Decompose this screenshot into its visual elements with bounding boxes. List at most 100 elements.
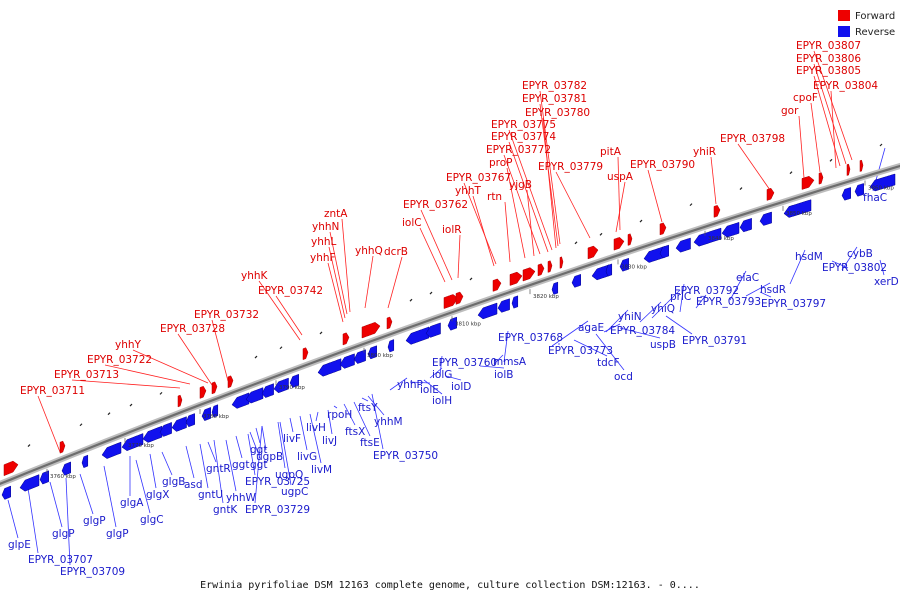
forward-gene-label[interactable]: EPYR_03772 bbox=[486, 144, 551, 156]
reverse-gene-arrow[interactable] bbox=[447, 316, 457, 331]
reverse-gene-label[interactable]: ftsY bbox=[358, 402, 378, 414]
forward-gene-label[interactable]: yhhK bbox=[241, 270, 269, 282]
reverse-gene-label[interactable]: fhaC bbox=[863, 192, 887, 204]
forward-gene-arrow[interactable] bbox=[801, 176, 815, 190]
forward-gene-label[interactable]: EPYR_03774 bbox=[491, 131, 556, 143]
forward-gene-arrow[interactable] bbox=[859, 159, 864, 173]
reverse-gene-label[interactable]: glgP bbox=[52, 528, 75, 540]
reverse-gene-arrow[interactable] bbox=[367, 345, 377, 360]
reverse-gene-label[interactable]: glpE bbox=[8, 539, 31, 551]
reverse-gene-arrow[interactable] bbox=[869, 173, 896, 192]
reverse-gene-label[interactable]: hsdR bbox=[760, 284, 786, 296]
forward-gene-label[interactable]: rtn bbox=[487, 191, 502, 203]
forward-gene-label[interactable]: EPYR_03806 bbox=[796, 53, 861, 65]
reverse-gene-label[interactable]: EPYR_03797 bbox=[761, 298, 826, 310]
reverse-gene-label[interactable]: EPYR_03707 bbox=[28, 554, 93, 566]
reverse-gene-arrow[interactable] bbox=[19, 474, 40, 492]
reverse-gene-label[interactable]: glgX bbox=[146, 489, 169, 501]
reverse-gene-label[interactable]: EPYR_03729 bbox=[245, 504, 310, 516]
forward-gene-label[interactable]: iolR bbox=[442, 224, 462, 236]
forward-gene-arrow[interactable] bbox=[492, 278, 502, 292]
reverse-gene-label[interactable]: livG bbox=[297, 451, 317, 463]
forward-gene-arrow[interactable] bbox=[522, 267, 536, 282]
reverse-gene-label[interactable]: elaC bbox=[736, 272, 759, 284]
reverse-gene-label[interactable]: tdcF bbox=[597, 357, 620, 369]
reverse-gene-arrow[interactable] bbox=[39, 470, 49, 485]
reverse-gene-arrow[interactable] bbox=[261, 383, 274, 398]
reverse-gene-arrow[interactable] bbox=[497, 298, 510, 313]
forward-gene-label[interactable]: yhhF bbox=[310, 252, 336, 264]
reverse-gene-arrow[interactable] bbox=[659, 244, 669, 259]
reverse-gene-label[interactable]: gntK bbox=[213, 504, 238, 516]
reverse-gene-label[interactable]: asd bbox=[184, 479, 203, 491]
forward-gene-label[interactable]: zntA bbox=[324, 208, 348, 220]
reverse-gene-arrow[interactable] bbox=[289, 373, 299, 388]
reverse-gene-label[interactable]: uspB bbox=[650, 339, 676, 351]
forward-gene-label[interactable]: EPYR_03805 bbox=[796, 65, 861, 77]
reverse-gene-label[interactable]: yhhP bbox=[397, 379, 423, 391]
reverse-gene-label[interactable]: iolD bbox=[451, 381, 471, 393]
forward-gene-label[interactable]: EPYR_03728 bbox=[160, 323, 225, 335]
reverse-gene-label[interactable]: livF bbox=[283, 433, 301, 445]
forward-gene-label[interactable]: pitA bbox=[600, 146, 622, 158]
reverse-gene-arrow[interactable] bbox=[159, 422, 172, 437]
reverse-gene-label[interactable]: EPYR_03709 bbox=[60, 566, 125, 578]
forward-gene-arrow[interactable] bbox=[342, 332, 350, 346]
forward-gene-label[interactable]: yhhT bbox=[455, 185, 482, 197]
forward-gene-arrow[interactable] bbox=[386, 316, 393, 330]
reverse-gene-label[interactable]: ugpC bbox=[281, 486, 308, 498]
reverse-gene-label[interactable]: agaE bbox=[578, 322, 604, 334]
reverse-gene-label[interactable]: glgC bbox=[140, 514, 164, 526]
forward-gene-arrow[interactable] bbox=[713, 204, 721, 218]
forward-gene-arrow[interactable] bbox=[3, 460, 19, 477]
reverse-gene-label[interactable]: EPYR_03792 bbox=[674, 285, 739, 297]
reverse-gene-arrow[interactable] bbox=[61, 461, 71, 476]
reverse-gene-label[interactable]: EPYR_03725 bbox=[245, 476, 310, 488]
reverse-gene-label[interactable]: iolH bbox=[432, 395, 452, 407]
reverse-gene-label[interactable]: ggt bbox=[250, 459, 267, 471]
forward-gene-arrow[interactable] bbox=[302, 347, 309, 361]
forward-gene-arrow[interactable] bbox=[227, 375, 234, 389]
reverse-gene-arrow[interactable] bbox=[551, 281, 559, 295]
forward-gene-label[interactable]: EPYR_03711 bbox=[20, 385, 85, 397]
forward-gene-label[interactable]: EPYR_03775 bbox=[491, 119, 556, 131]
forward-gene-arrow[interactable] bbox=[59, 440, 66, 454]
reverse-gene-label[interactable]: glgA bbox=[120, 497, 144, 509]
forward-gene-label[interactable]: yhhN bbox=[312, 221, 339, 233]
forward-gene-arrow[interactable] bbox=[587, 245, 599, 260]
reverse-gene-label[interactable]: yhhM bbox=[374, 416, 403, 428]
reverse-gene-label[interactable]: ugpB bbox=[256, 451, 283, 463]
forward-gene-arrow[interactable] bbox=[199, 385, 207, 399]
forward-gene-label[interactable]: EPYR_03713 bbox=[54, 369, 119, 381]
reverse-gene-arrow[interactable] bbox=[759, 211, 772, 226]
reverse-gene-label[interactable]: EPYR_03802 bbox=[822, 262, 887, 274]
forward-gene-arrow[interactable] bbox=[627, 233, 633, 246]
forward-gene-label[interactable]: EPYR_03807 bbox=[796, 40, 861, 52]
reverse-gene-arrow[interactable] bbox=[675, 237, 691, 253]
reverse-gene-label[interactable]: iolE bbox=[420, 384, 439, 396]
reverse-gene-label[interactable]: iolB bbox=[494, 369, 513, 381]
reverse-gene-label[interactable]: cybB bbox=[847, 248, 873, 260]
forward-gene-arrow[interactable] bbox=[537, 263, 545, 277]
reverse-gene-label[interactable]: gntU bbox=[198, 489, 223, 501]
reverse-gene-arrow[interactable] bbox=[101, 441, 122, 459]
forward-gene-arrow[interactable] bbox=[613, 237, 625, 251]
reverse-gene-arrow[interactable] bbox=[619, 257, 629, 272]
reverse-gene-label[interactable]: gntR bbox=[206, 463, 231, 475]
forward-gene-label[interactable]: EPYR_03732 bbox=[194, 309, 259, 321]
reverse-gene-arrow[interactable] bbox=[245, 387, 264, 404]
forward-gene-arrow[interactable] bbox=[443, 294, 459, 309]
reverse-gene-label[interactable]: ggt bbox=[250, 444, 267, 456]
reverse-gene-arrow[interactable] bbox=[231, 392, 250, 409]
reverse-gene-label[interactable]: livJ bbox=[322, 435, 337, 447]
reverse-gene-arrow[interactable] bbox=[81, 454, 89, 469]
reverse-gene-arrow[interactable] bbox=[1, 485, 11, 500]
forward-gene-arrow[interactable] bbox=[211, 381, 218, 395]
forward-gene-label[interactable]: uspA bbox=[607, 171, 634, 183]
reverse-gene-arrow[interactable] bbox=[201, 406, 211, 422]
reverse-gene-arrow[interactable] bbox=[605, 263, 613, 277]
forward-gene-arrow[interactable] bbox=[559, 256, 564, 270]
reverse-gene-label[interactable]: EPYR_03760 bbox=[432, 357, 497, 369]
forward-gene-label[interactable]: yjgB bbox=[509, 179, 532, 191]
forward-gene-label[interactable]: EPYR_03742 bbox=[258, 285, 323, 297]
